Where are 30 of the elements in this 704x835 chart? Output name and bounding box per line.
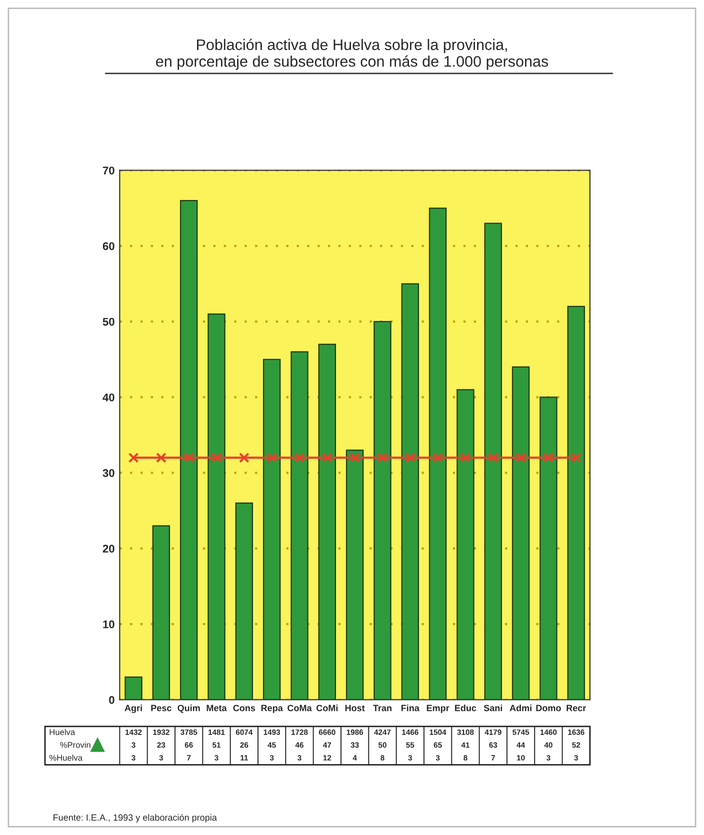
y-tick-label: 40 bbox=[102, 393, 114, 402]
y-tick-label: 60 bbox=[102, 242, 114, 250]
legend-label: %Provin bbox=[60, 742, 90, 748]
chart-title: Población activa de Huelva sobre la provincia, en porcentaje de subsectores con más de 1.000 personas bbox=[156, 38, 548, 70]
x-tick-label: Quim bbox=[178, 704, 200, 713]
y-tick-label: 70 bbox=[102, 166, 114, 174]
y-tick-label: 20 bbox=[102, 544, 114, 553]
y-tick-label: 10 bbox=[103, 620, 114, 628]
y-tick-label: 0 bbox=[109, 696, 114, 704]
source-note: Fuente: I.E.A., 1993 y elaboración propia bbox=[54, 814, 217, 822]
x-tick-label: Admi bbox=[510, 704, 532, 712]
x-tick-label: Educ bbox=[455, 704, 476, 712]
x-tick-label: CoMi bbox=[316, 704, 338, 712]
text: Huelva bbox=[50, 728, 76, 736]
x-tick-label: Sani bbox=[484, 704, 502, 712]
x-tick-label: Recr bbox=[566, 704, 586, 712]
text: %Huelva bbox=[49, 754, 82, 761]
x-tick-label: Cons bbox=[233, 704, 256, 712]
x-tick-label: Agri bbox=[124, 704, 142, 714]
x-tick-label: Host bbox=[345, 704, 365, 712]
x-tick-label: Tran bbox=[373, 704, 392, 712]
x-tick-label: Repa bbox=[261, 704, 283, 714]
x-tick-label: Meta bbox=[206, 704, 227, 712]
x-tick-label: CoMa bbox=[288, 704, 312, 712]
x-tick-label: Fina bbox=[401, 704, 420, 712]
x-tick-label: Empr bbox=[426, 704, 450, 714]
x-tick-label: Domo bbox=[536, 704, 561, 712]
x-tick-label: Pesc bbox=[151, 704, 172, 712]
y-tick-label: 50 bbox=[102, 318, 114, 326]
y-tick-label: 30 bbox=[102, 469, 114, 477]
